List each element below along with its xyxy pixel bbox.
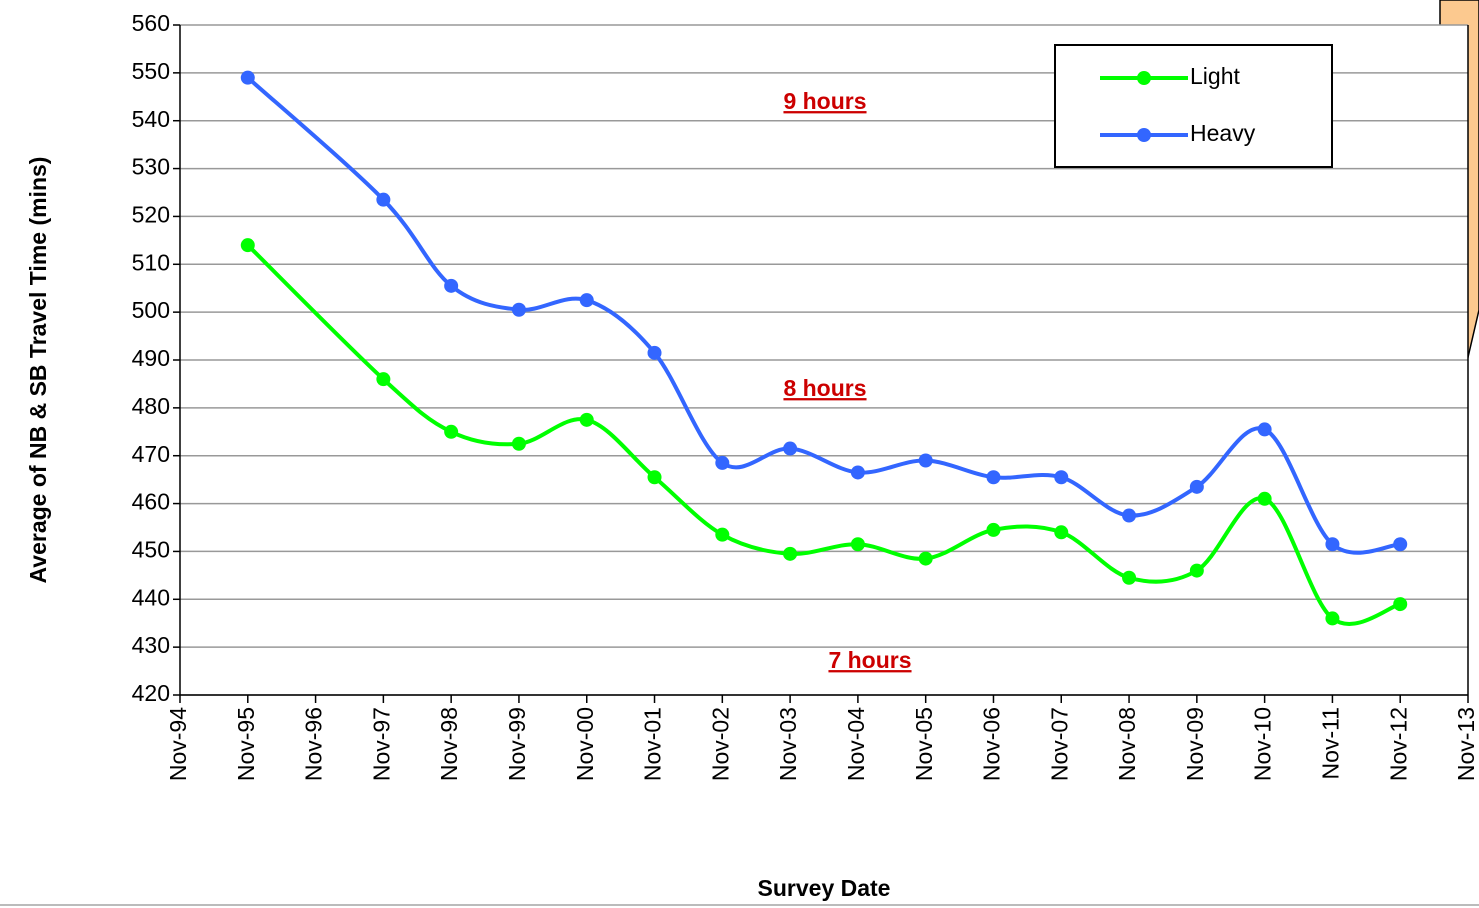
x-tick-label: Nov-04	[843, 707, 869, 781]
y-tick-label: 560	[132, 10, 170, 36]
y-tick-label: 450	[132, 537, 170, 563]
series-line	[246, 76, 1401, 555]
x-tick-label: Nov-07	[1046, 707, 1072, 781]
y-tick-label: 460	[132, 489, 170, 515]
data-point	[783, 546, 798, 561]
data-point	[918, 551, 933, 566]
data-point	[1189, 479, 1204, 494]
x-tick-label: Nov-96	[301, 707, 327, 781]
data-point	[511, 436, 526, 451]
y-tick-label: 480	[132, 393, 170, 419]
data-point	[1393, 597, 1408, 612]
data-point	[444, 424, 459, 439]
data-point	[850, 537, 865, 552]
annotation: 9 hours	[783, 88, 866, 114]
x-tick-label: Nov-05	[911, 707, 937, 781]
y-tick-label: 490	[132, 345, 170, 371]
legend-box	[1054, 44, 1333, 168]
data-point	[647, 345, 662, 360]
data-point	[850, 465, 865, 480]
data-point	[647, 470, 662, 485]
legend-marker	[1137, 71, 1151, 85]
y-axis-label: Average of NB & SB Travel Time (mins)	[25, 157, 51, 584]
data-point	[986, 522, 1001, 537]
data-point	[240, 238, 255, 253]
x-tick-label: Nov-98	[436, 707, 462, 781]
x-tick-label: Nov-03	[775, 707, 801, 781]
annotation: 7 hours	[828, 647, 911, 673]
x-tick-label: Nov-94	[165, 707, 191, 781]
data-point	[240, 70, 255, 85]
legend-label: Heavy	[1190, 120, 1256, 146]
data-point	[715, 455, 730, 470]
y-tick-label: 520	[132, 202, 170, 228]
y-tick-label: 440	[132, 584, 170, 610]
y-tick-label: 540	[132, 106, 170, 132]
x-tick-label: Nov-13	[1453, 707, 1479, 781]
y-tick-label: 550	[132, 58, 170, 84]
data-point	[1122, 570, 1137, 585]
data-point	[1189, 563, 1204, 578]
data-point	[376, 192, 391, 207]
data-point	[579, 293, 594, 308]
y-tick-label: 530	[132, 154, 170, 180]
x-axis-label: Survey Date	[758, 875, 891, 901]
data-point	[1257, 422, 1272, 437]
x-tick-label: Nov-11	[1317, 707, 1343, 779]
y-tick-label: 510	[132, 249, 170, 275]
data-point	[918, 453, 933, 468]
x-tick-label: Nov-02	[707, 707, 733, 781]
x-tick-label: Nov-00	[572, 707, 598, 781]
x-tick-label: Nov-01	[640, 707, 666, 781]
data-point	[376, 372, 391, 387]
x-tick-label: Nov-12	[1385, 707, 1411, 781]
y-tick-label: 420	[132, 680, 170, 706]
data-point	[444, 278, 459, 293]
x-tick-label: Nov-08	[1114, 707, 1140, 781]
x-tick-label: Nov-97	[368, 707, 394, 781]
data-point	[1122, 508, 1137, 523]
y-tick-label: 500	[132, 297, 170, 323]
data-point	[1054, 525, 1069, 540]
y-tick-label: 470	[132, 441, 170, 467]
data-point	[1325, 537, 1340, 552]
data-point	[715, 527, 730, 542]
legend-marker	[1137, 128, 1151, 142]
x-tick-label: Nov-95	[233, 707, 259, 781]
y-tick-label: 430	[132, 632, 170, 658]
data-point	[783, 441, 798, 456]
legend-label: Light	[1190, 63, 1240, 89]
x-tick-label: Nov-10	[1250, 707, 1276, 781]
data-point	[511, 302, 526, 317]
annotation: 8 hours	[783, 375, 866, 401]
data-point	[986, 470, 1001, 485]
data-point	[1257, 491, 1272, 506]
x-tick-label: Nov-06	[979, 707, 1005, 781]
data-point	[1325, 611, 1340, 626]
data-point	[1054, 470, 1069, 485]
data-point	[1393, 537, 1408, 552]
x-tick-label: Nov-99	[504, 707, 530, 781]
data-point	[579, 412, 594, 427]
x-tick-label: Nov-09	[1182, 707, 1208, 781]
